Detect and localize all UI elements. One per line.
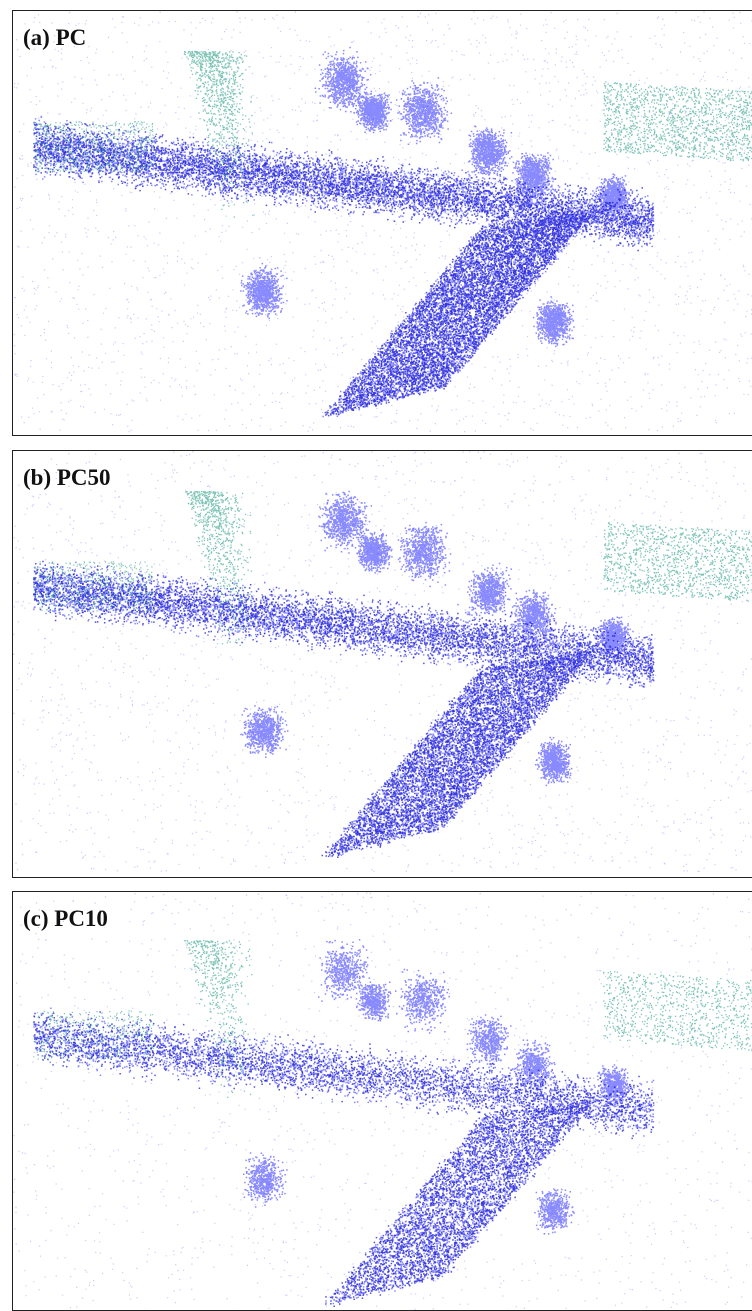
point-cloud [13, 892, 752, 1311]
panel-label: (a) PC [23, 25, 86, 51]
panel-label: (b) PC50 [23, 465, 111, 491]
points [33, 51, 752, 218]
points [33, 122, 654, 417]
panel-label: (c) PC10 [23, 906, 108, 932]
points [33, 47, 654, 418]
points [33, 940, 752, 1098]
panel: (c) PC10 [12, 891, 752, 1311]
point-cloud [13, 11, 752, 436]
point-cloud [13, 451, 752, 878]
panel: (a) PC [12, 10, 752, 436]
points [33, 561, 654, 858]
panel: (b) PC50 [12, 450, 752, 878]
points [33, 1011, 654, 1307]
points [13, 451, 752, 872]
